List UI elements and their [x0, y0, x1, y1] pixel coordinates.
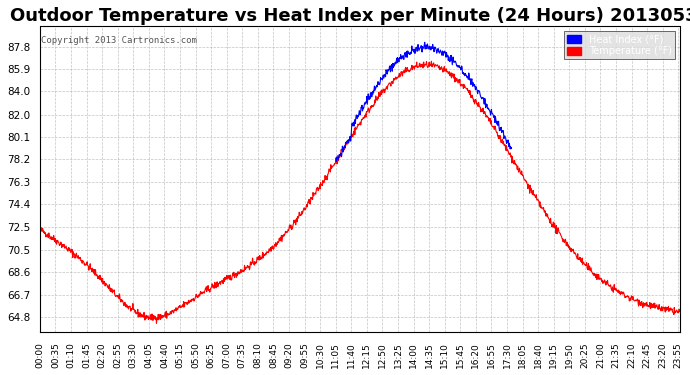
- Temperature (°F): [152, 321, 161, 326]
- Text: Copyright 2013 Cartronics.com: Copyright 2013 Cartronics.com: [41, 36, 197, 45]
- Line: Temperature (°F): Temperature (°F): [40, 61, 680, 323]
- Temperature (°F): [163, 313, 171, 317]
- Temperature (°F): [461, 84, 469, 88]
- Temperature (°F): [36, 226, 44, 231]
- Temperature (°F): [250, 263, 259, 267]
- Heat Index (°F): [460, 72, 468, 76]
- Line: Heat Index (°F): Heat Index (°F): [336, 42, 515, 162]
- Temperature (°F): [179, 303, 187, 307]
- Title: Outdoor Temperature vs Heat Index per Minute (24 Hours) 20130530: Outdoor Temperature vs Heat Index per Mi…: [10, 7, 690, 25]
- Temperature (°F): [427, 59, 435, 63]
- Temperature (°F): [601, 278, 609, 283]
- Legend: Heat Index (°F), Temperature (°F): Heat Index (°F), Temperature (°F): [564, 32, 676, 59]
- Temperature (°F): [544, 215, 553, 220]
- Temperature (°F): [676, 309, 684, 313]
